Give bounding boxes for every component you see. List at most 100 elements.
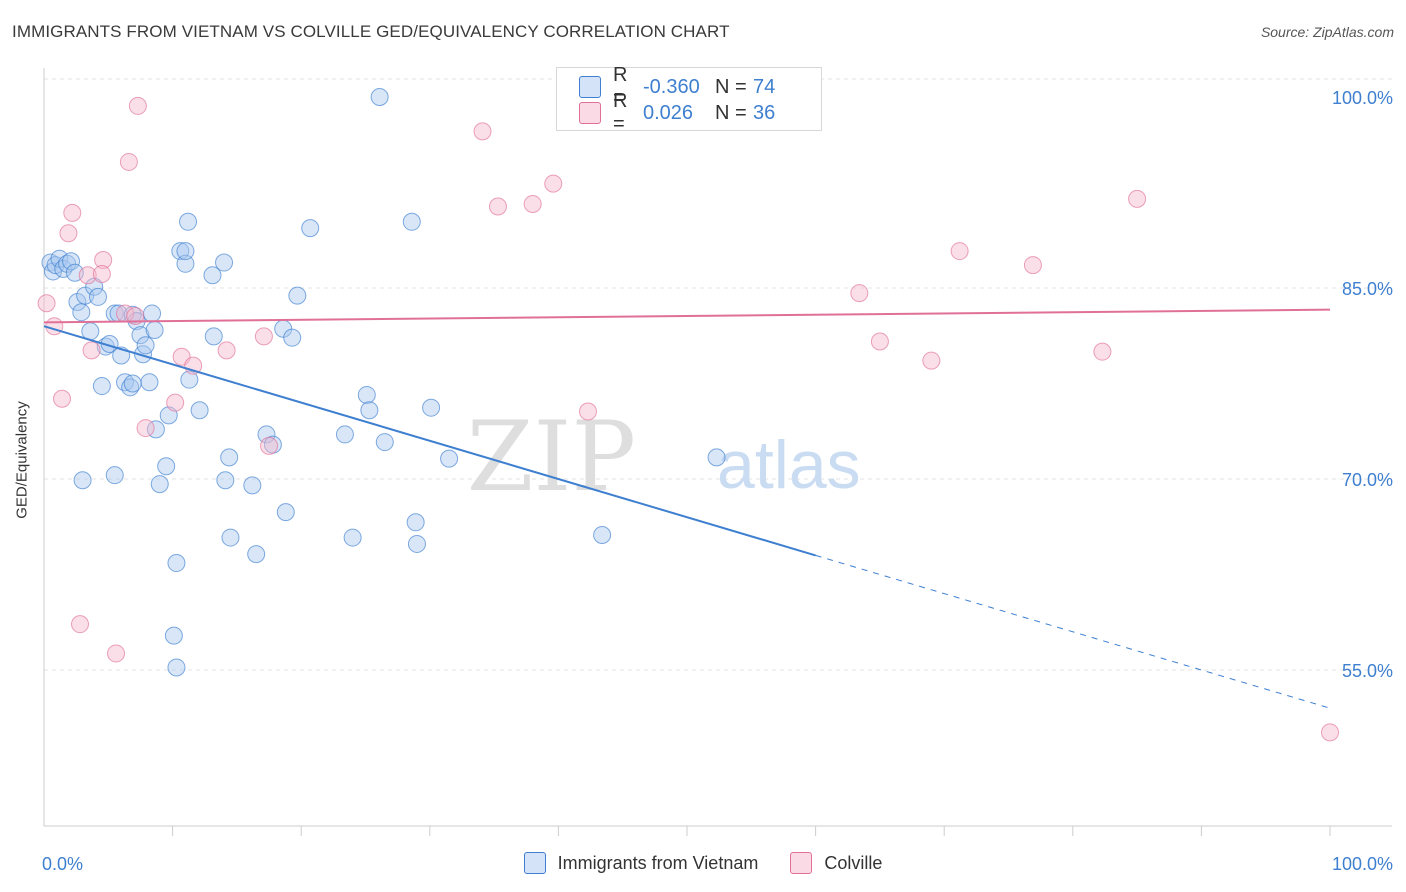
legend-swatch-pink (790, 852, 813, 874)
point-colville (488, 197, 507, 216)
legend-item-colville[interactable]: Colville (790, 852, 882, 874)
point-vietnam (243, 476, 262, 495)
point-colville (1128, 189, 1147, 208)
point-colville (1023, 256, 1042, 275)
n-value: 36 (753, 101, 776, 124)
point-colville (136, 419, 155, 438)
point-vietnam (375, 433, 394, 452)
n-label: N = (715, 101, 747, 124)
point-vietnam (180, 370, 199, 389)
grid-lines (44, 78, 1392, 671)
point-colville (578, 402, 597, 421)
point-vietnam (72, 303, 91, 322)
legend-swatch-blue (579, 76, 601, 98)
chart-title: IMMIGRANTS FROM VIETNAM VS COLVILLE GED/… (12, 22, 730, 41)
legend-row-colville: R = 0.026 N = 36 (579, 90, 776, 135)
point-vietnam (406, 513, 425, 532)
trend-line-vietnam-extension (815, 554, 1331, 709)
point-vietnam (220, 448, 239, 467)
series-legend: Immigrants from Vietnam Colville (0, 852, 1406, 874)
point-colville (126, 307, 145, 326)
point-vietnam (343, 528, 362, 547)
point-vietnam (167, 554, 186, 573)
point-vietnam (440, 449, 459, 468)
point-colville (850, 284, 869, 303)
point-vietnam (123, 374, 142, 393)
point-colville (37, 294, 56, 313)
point-colville (950, 242, 969, 261)
point-vietnam (360, 401, 379, 420)
r-value: -0.360 (643, 75, 700, 98)
point-colville (53, 389, 72, 408)
point-colville (217, 341, 236, 360)
point-vietnam (68, 293, 87, 312)
point-colville (92, 264, 111, 283)
point-vietnam (288, 286, 307, 305)
watermark-atlas: atlas (717, 427, 861, 503)
point-vietnam (167, 658, 186, 677)
point-colville (523, 194, 542, 213)
point-vietnam (215, 253, 234, 272)
point-vietnam (357, 385, 376, 404)
point-vietnam (116, 373, 135, 392)
point-vietnam (216, 471, 235, 490)
point-vietnam (247, 545, 266, 564)
legend-item-vietnam[interactable]: Immigrants from Vietnam (523, 852, 759, 874)
point-vietnam (157, 457, 176, 476)
source-label: Source: ZipAtlas.com (1260, 24, 1394, 40)
point-vietnam (131, 326, 150, 345)
point-colville (63, 203, 82, 222)
point-vietnam (176, 242, 195, 261)
point-colville (1321, 723, 1339, 742)
point-vietnam (276, 503, 295, 522)
point-vietnam (422, 398, 441, 417)
n-label: N = (715, 75, 747, 98)
point-colville (59, 224, 78, 243)
watermark-zip: ZIP (467, 401, 636, 513)
point-colville (78, 266, 97, 285)
tick-labels: 55.0% 70.0% 85.0% 100.0% 0.0% 100.0% (42, 88, 1393, 874)
point-colville (45, 317, 64, 336)
point-vietnam (73, 471, 92, 490)
point-colville (128, 96, 147, 115)
y-tick-label: 100.0% (1332, 88, 1393, 108)
y-tick-label: 55.0% (1342, 661, 1393, 681)
r-value: 0.026 (643, 101, 694, 124)
point-colville (260, 436, 279, 455)
point-colville (870, 332, 889, 351)
legend-swatch-pink (579, 102, 601, 124)
x-tick-label: 0.0% (42, 854, 83, 874)
point-colville (94, 250, 113, 269)
point-vietnam (204, 327, 223, 346)
legend-label-vietnam: Immigrants from Vietnam (557, 852, 759, 873)
point-vietnam (150, 475, 169, 494)
point-vietnam (140, 373, 159, 392)
point-colville (71, 615, 90, 634)
watermark: ZIP atlas (467, 401, 861, 513)
point-vietnam (164, 626, 183, 645)
point-vietnam (301, 219, 320, 238)
r-label: R = (613, 90, 628, 135)
point-colville (107, 644, 126, 663)
point-colville (82, 341, 101, 360)
point-vietnam (283, 328, 302, 347)
point-colville (544, 174, 563, 193)
point-vietnam (179, 212, 198, 231)
point-colville (473, 122, 492, 141)
point-vietnam (92, 377, 111, 396)
point-vietnam (62, 252, 81, 271)
y-tick-label: 70.0% (1342, 470, 1393, 490)
point-vietnam (707, 448, 726, 467)
r-label: R = (613, 64, 628, 109)
data-points (37, 88, 1339, 742)
point-colville (119, 152, 138, 171)
y-tick-label: 85.0% (1342, 279, 1393, 299)
legend-row-vietnam: R = -0.360 N = 74 (579, 64, 775, 109)
legend-label-colville: Colville (824, 852, 883, 873)
point-vietnam (335, 425, 354, 444)
point-vietnam (176, 254, 195, 273)
point-vietnam (407, 534, 426, 553)
trend-lines (43, 308, 1331, 709)
point-vietnam (89, 287, 108, 306)
point-colville (1093, 342, 1112, 361)
